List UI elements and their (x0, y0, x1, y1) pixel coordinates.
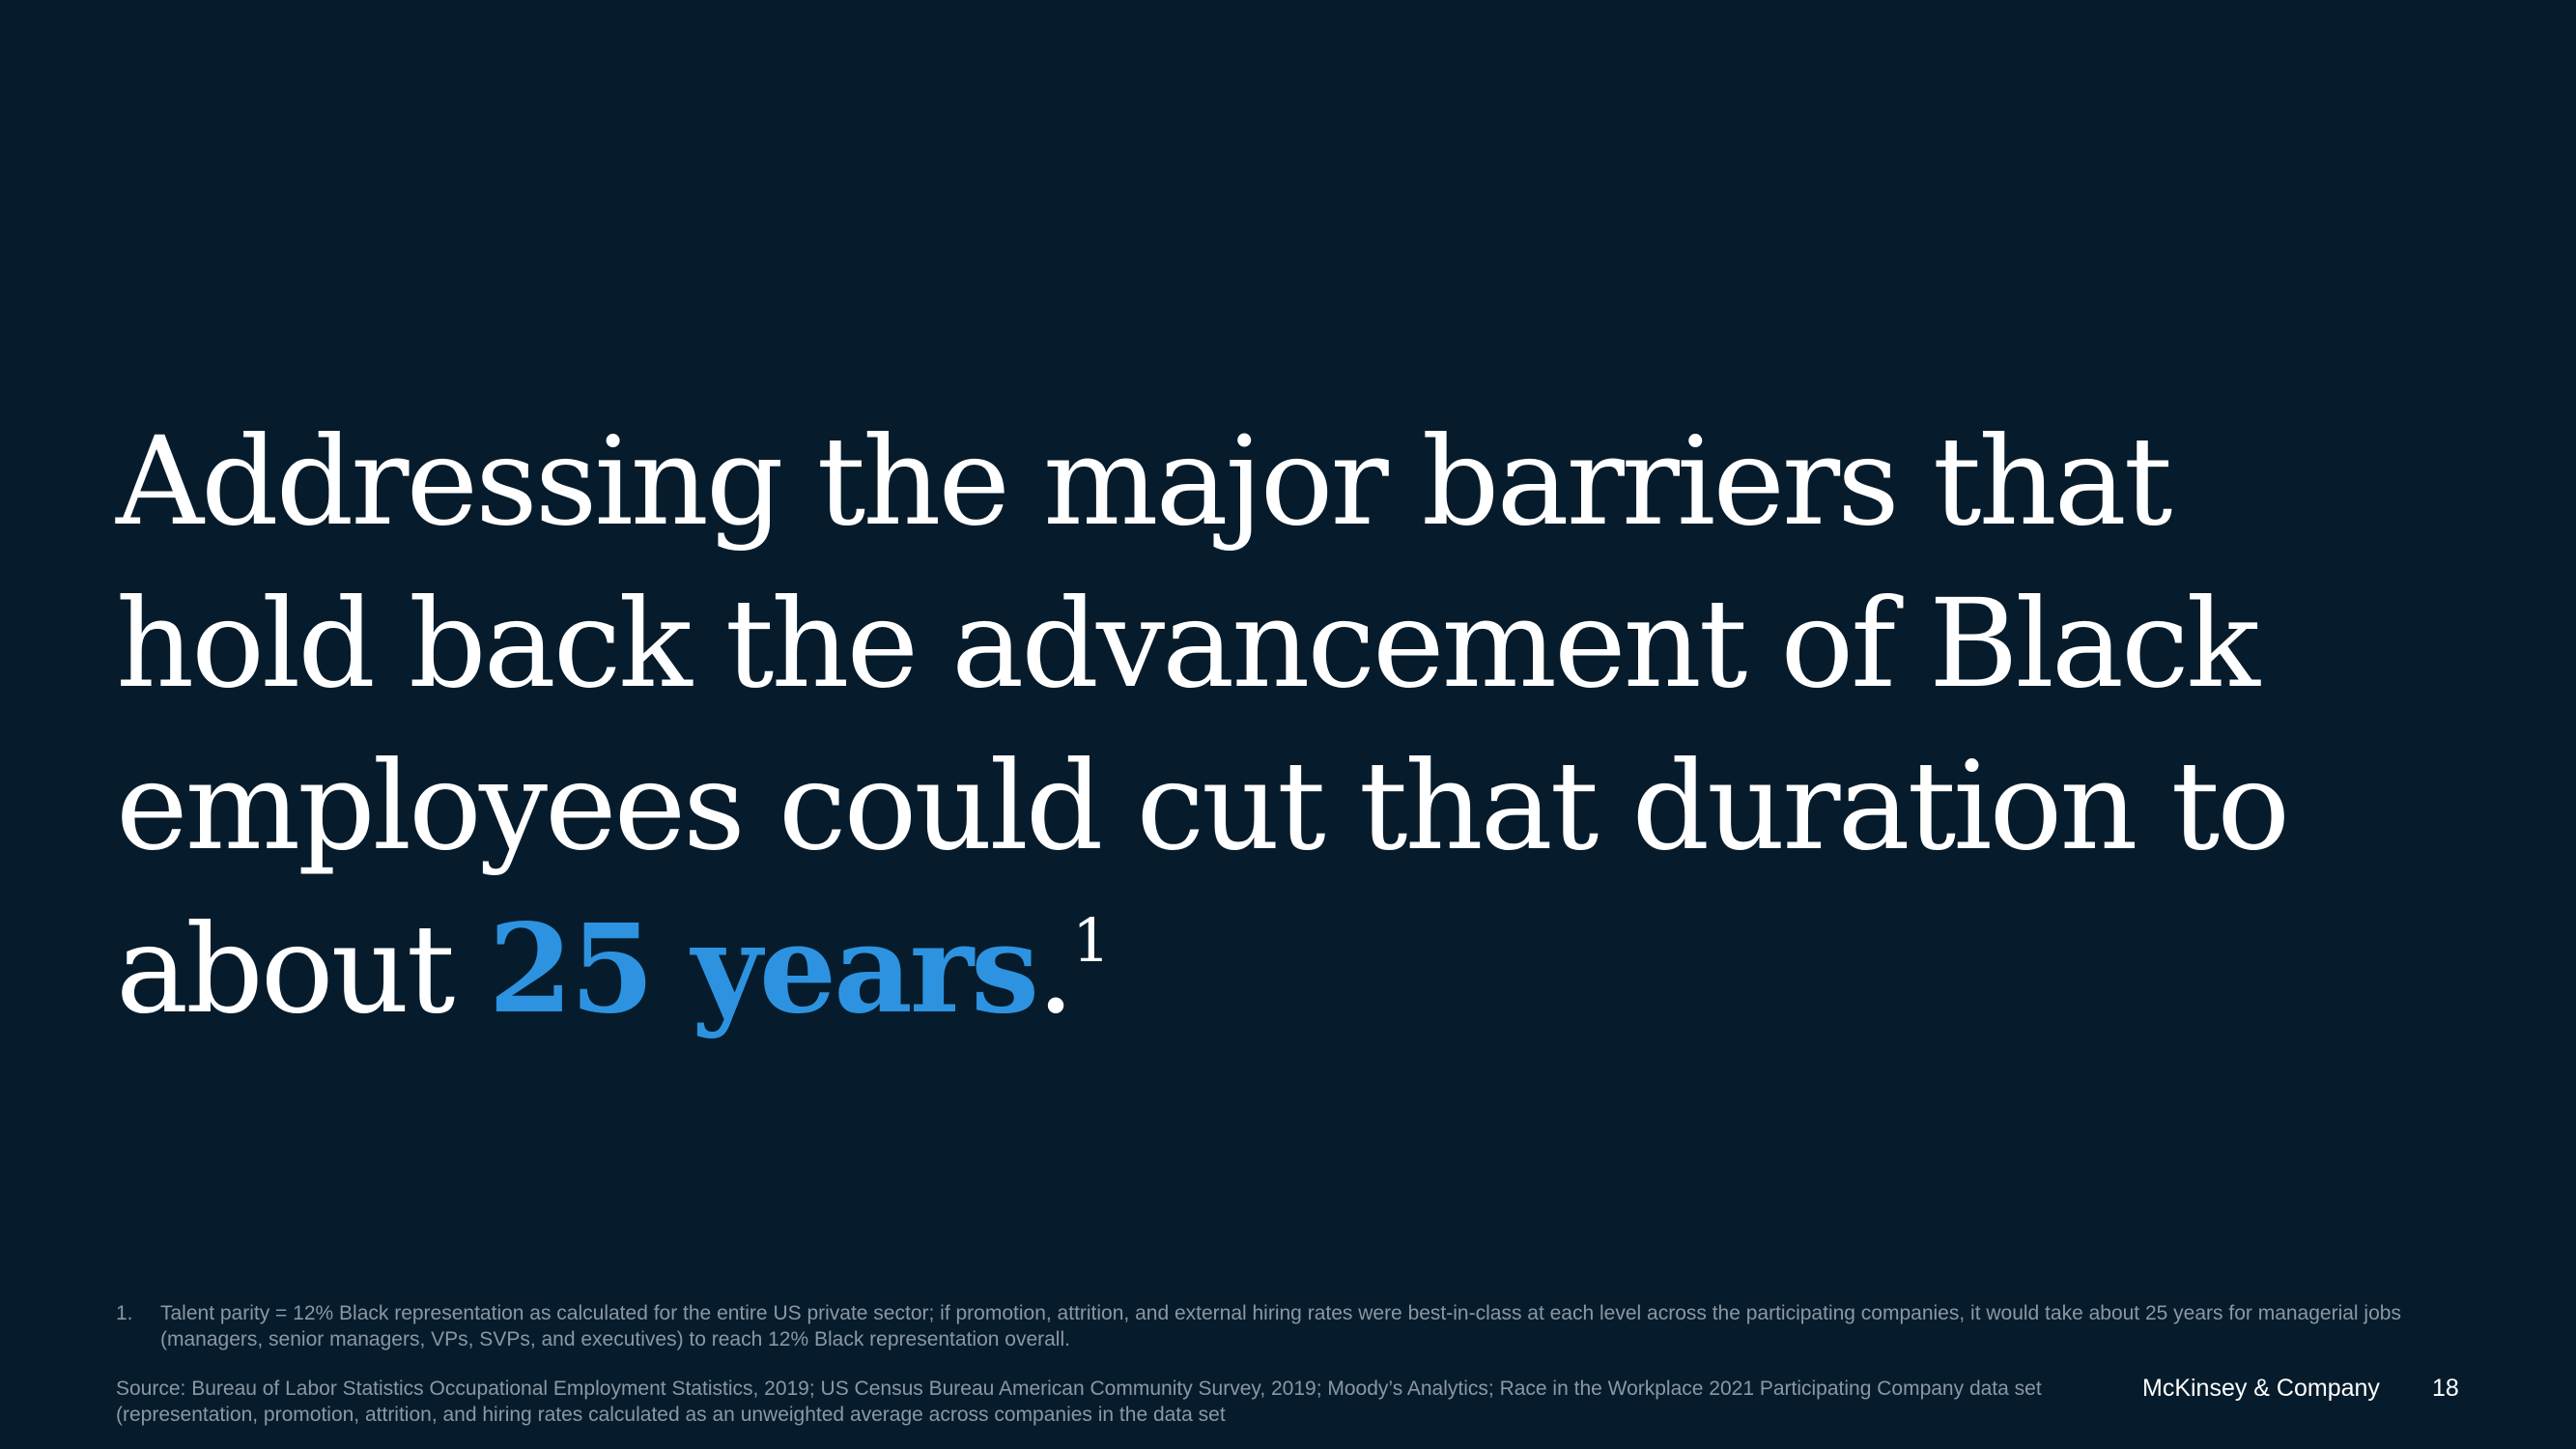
headline-line-1: Addressing the major barriers that (116, 411, 2172, 553)
headline-line-4: about 25 years.1 (116, 888, 2453, 1051)
headline-line-4-prefix: about (116, 898, 489, 1040)
headline: Addressing the major barriers that hold … (116, 401, 2453, 1051)
headline-line-4-suffix: . (1036, 898, 1075, 1040)
footnote-marker: 1 (1072, 905, 1111, 976)
headline-line-2: hold back the advancement of Black (116, 573, 2260, 715)
footnote: 1. Talent parity = 12% Black representat… (116, 1300, 2415, 1352)
page-number: 18 (2432, 1375, 2459, 1402)
brand-name: McKinsey & Company (2142, 1375, 2380, 1402)
highlighted-duration: 25 years (488, 897, 1039, 1040)
footnote-number: 1. (116, 1302, 133, 1324)
source-note: Source: Bureau of Labor Statistics Occup… (116, 1378, 2042, 1426)
footnote-text: Talent parity = 12% Black representation… (160, 1302, 2401, 1350)
headline-line-3: employees could cut that duration to (116, 735, 2290, 877)
